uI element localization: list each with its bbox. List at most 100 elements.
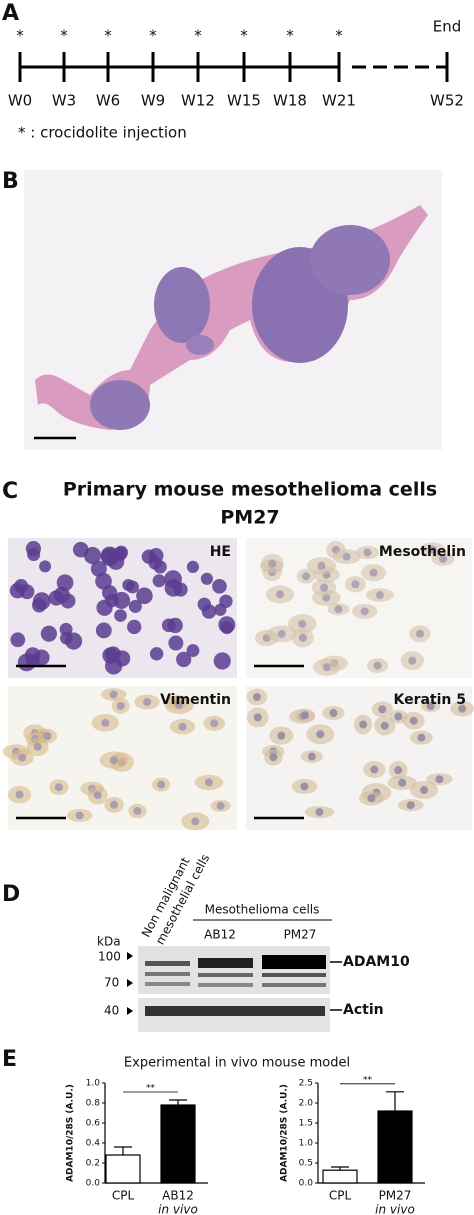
cell-nucleus bbox=[359, 720, 368, 729]
cell-nucleus bbox=[409, 716, 418, 725]
cell-nucleus bbox=[116, 701, 125, 710]
cell-nucleus bbox=[100, 546, 119, 565]
cell-nucleus bbox=[435, 775, 444, 784]
cell-nucleus bbox=[10, 632, 26, 648]
cell-nucleus bbox=[40, 625, 57, 642]
cell-nucleus bbox=[269, 753, 278, 762]
cell-nucleus bbox=[214, 603, 227, 616]
bar bbox=[322, 1169, 358, 1184]
cell-nucleus bbox=[54, 783, 63, 792]
cell-nucleus bbox=[316, 730, 325, 739]
panel-title: Primary mouse mesothelioma cells bbox=[63, 479, 437, 501]
y-tick-label: 0.8 bbox=[86, 1099, 101, 1109]
cell-nucleus bbox=[420, 786, 429, 795]
cell-nucleus bbox=[164, 579, 183, 597]
cell-nucleus bbox=[307, 752, 316, 761]
week-label: W52 bbox=[430, 92, 464, 110]
cell-nucleus bbox=[153, 560, 167, 574]
y-tick-label: 0.2 bbox=[86, 1159, 100, 1169]
x-tick-label: AB12 bbox=[162, 1189, 194, 1203]
cell-nucleus bbox=[406, 801, 415, 810]
cell-nucleus bbox=[102, 647, 119, 664]
injection-mark: * bbox=[60, 27, 68, 45]
y-tick-label: 1.5 bbox=[299, 1119, 313, 1129]
cell-nucleus bbox=[168, 635, 184, 651]
cell-nucleus bbox=[298, 619, 307, 628]
cell-nucleus bbox=[317, 561, 326, 570]
week-label: W15 bbox=[227, 92, 261, 110]
marker-label: 100 bbox=[98, 950, 121, 964]
lane-name: PM27 bbox=[284, 928, 317, 942]
cell-nucleus bbox=[276, 590, 285, 599]
y-tick-label: 0.6 bbox=[86, 1119, 101, 1129]
cell-nucleus bbox=[320, 583, 329, 592]
cell-nucleus bbox=[329, 709, 338, 718]
significance-label: ** bbox=[146, 1084, 156, 1094]
cell-nucleus bbox=[18, 753, 27, 762]
cell-nucleus bbox=[369, 568, 378, 577]
cell-nucleus bbox=[90, 560, 107, 577]
group-label: Mesothelioma cells bbox=[205, 903, 320, 917]
x-tick-label: CPL bbox=[112, 1189, 135, 1203]
week-label: W12 bbox=[181, 92, 215, 110]
cell-nucleus bbox=[428, 545, 437, 554]
cell-nucleus bbox=[75, 811, 84, 820]
cell-nucleus bbox=[161, 618, 176, 633]
x-tick-sublabel: in vivo bbox=[375, 1203, 415, 1215]
cell-nucleus bbox=[415, 629, 424, 638]
y-tick-label: 1.0 bbox=[299, 1139, 314, 1149]
panel-subtitle: PM27 bbox=[220, 507, 279, 529]
cell-nucleus bbox=[143, 698, 152, 707]
cell-nucleus bbox=[176, 651, 192, 668]
panel-label: B bbox=[2, 169, 19, 194]
cell-nucleus bbox=[252, 692, 261, 701]
image-label: Vimentin bbox=[160, 692, 231, 708]
cell-nucleus bbox=[408, 656, 417, 665]
lane-label-text: Non malignantmesothelial cells bbox=[138, 844, 212, 947]
histology-image bbox=[24, 170, 442, 450]
cell-nucleus bbox=[149, 647, 164, 661]
significance-label: ** bbox=[363, 1075, 373, 1085]
x-tick-sublabel: in vivo bbox=[158, 1203, 198, 1215]
injection-mark: * bbox=[194, 27, 202, 45]
cell-nucleus bbox=[220, 621, 234, 635]
image-label: Keratin 5 bbox=[393, 692, 466, 708]
cell-nucleus bbox=[110, 800, 119, 809]
cell-nucleus bbox=[95, 622, 112, 639]
cell-nucleus bbox=[322, 663, 331, 672]
panel-label: C bbox=[2, 479, 18, 504]
cell-nucleus bbox=[277, 629, 286, 638]
x-tick-label: PM27 bbox=[379, 1189, 412, 1203]
cell-nucleus bbox=[367, 794, 376, 803]
y-tick-label: 2.0 bbox=[299, 1099, 314, 1109]
cell-nucleus bbox=[109, 690, 118, 699]
injection-mark: * bbox=[286, 27, 294, 45]
week-label: W3 bbox=[52, 92, 76, 110]
x-tick-label: CPL bbox=[329, 1189, 352, 1203]
cell-nucleus bbox=[378, 705, 387, 714]
injection-mark: * bbox=[149, 27, 157, 45]
cell-nucleus bbox=[141, 549, 157, 564]
cell-nucleus bbox=[96, 599, 113, 616]
y-axis-label: ADAM10/28S (A.U.) bbox=[66, 1084, 76, 1182]
cell-nucleus bbox=[426, 702, 435, 711]
injection-mark: * bbox=[240, 27, 248, 45]
cell-nucleus bbox=[133, 806, 142, 815]
panel-label: E bbox=[2, 1047, 17, 1072]
cell-nucleus bbox=[216, 801, 225, 810]
bar bbox=[160, 1104, 196, 1184]
cell-nucleus bbox=[210, 719, 219, 728]
cell-nucleus bbox=[157, 780, 166, 789]
cell-nucleus bbox=[114, 609, 127, 622]
cell-nucleus bbox=[351, 580, 360, 589]
cell-nucleus bbox=[128, 599, 142, 613]
cell-nucleus bbox=[394, 766, 403, 775]
injection-mark: * bbox=[104, 27, 112, 45]
cell-nucleus bbox=[101, 718, 110, 727]
week-label: W6 bbox=[96, 92, 120, 110]
legend: * : crocidolite injection bbox=[18, 124, 187, 142]
cell-nucleus bbox=[39, 560, 52, 573]
cell-nucleus bbox=[204, 778, 213, 787]
cell-nucleus bbox=[212, 578, 227, 594]
y-tick-label: 0.5 bbox=[299, 1159, 313, 1169]
